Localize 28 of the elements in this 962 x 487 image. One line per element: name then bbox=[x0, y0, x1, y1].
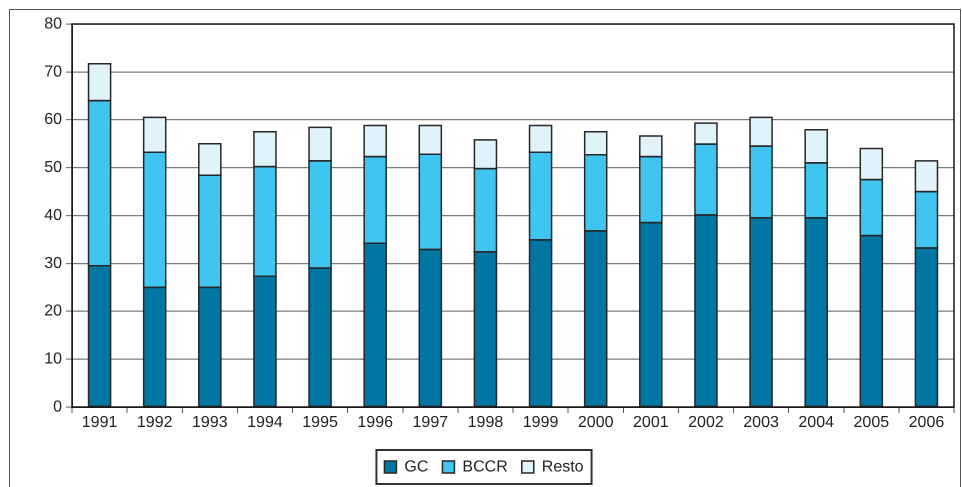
y-tick-label: 80 bbox=[44, 15, 62, 32]
legend-label: Resto bbox=[542, 458, 584, 476]
x-tick-label: 1993 bbox=[192, 414, 228, 432]
x-tick-label: 2000 bbox=[578, 414, 614, 432]
x-tick-label: 1997 bbox=[412, 414, 448, 432]
y-tick-label: 70 bbox=[44, 63, 62, 80]
x-tick-label: 2003 bbox=[743, 414, 779, 432]
x-tick-label: 2001 bbox=[633, 414, 669, 432]
legend-label: GC bbox=[404, 458, 428, 476]
y-tick-label: 10 bbox=[44, 350, 62, 368]
x-tick-label: 2004 bbox=[798, 414, 834, 432]
y-tick-label: 20 bbox=[44, 302, 62, 320]
x-tick-label: 1998 bbox=[468, 414, 504, 432]
y-tick-label: 60 bbox=[44, 111, 62, 128]
y-tick-label: 40 bbox=[44, 206, 62, 224]
y-tick-label: 50 bbox=[44, 159, 62, 176]
y-tick-label: 0 bbox=[53, 398, 62, 416]
y-tick-label: 30 bbox=[44, 254, 62, 272]
x-tick-label: 1995 bbox=[302, 414, 338, 432]
x-tick-label: 1996 bbox=[357, 414, 394, 432]
x-tick-label: 1992 bbox=[136, 414, 173, 432]
x-tick-label: 2002 bbox=[688, 414, 724, 432]
x-tick-label: 1991 bbox=[82, 414, 118, 432]
x-tick-label: 2006 bbox=[908, 414, 944, 432]
x-tick-label: 1999 bbox=[522, 414, 558, 432]
legend-label: BCCR bbox=[462, 458, 508, 476]
x-tick-label: 2005 bbox=[854, 414, 890, 432]
x-tick-label: 1994 bbox=[247, 414, 283, 432]
